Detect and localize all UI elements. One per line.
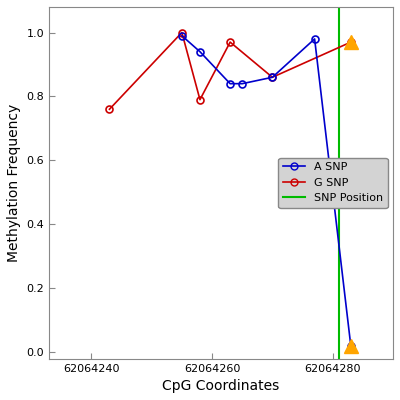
Y-axis label: Methylation Frequency: Methylation Frequency <box>7 104 21 262</box>
X-axis label: CpG Coordinates: CpG Coordinates <box>162 379 280 393</box>
Legend: A SNP, G SNP, SNP Position: A SNP, G SNP, SNP Position <box>278 158 388 208</box>
